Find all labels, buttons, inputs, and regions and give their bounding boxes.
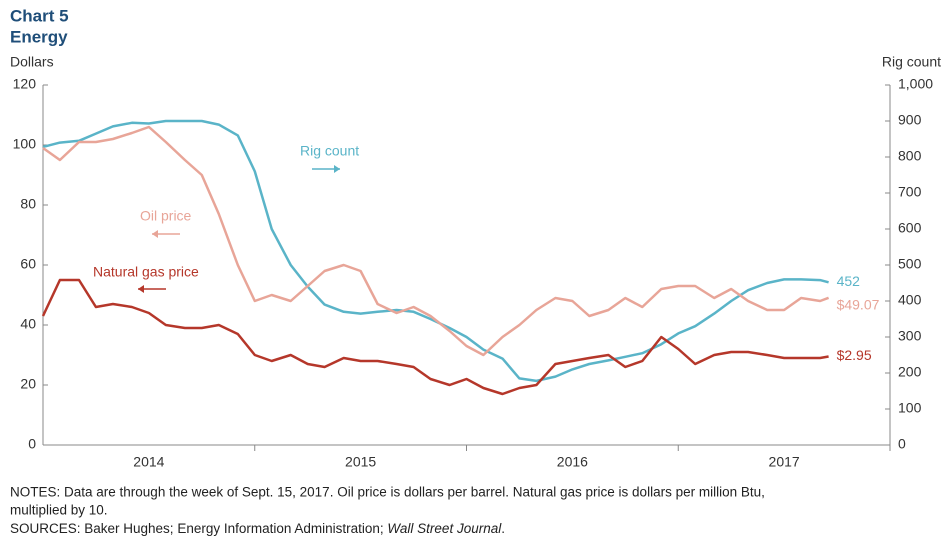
legend-label: Natural gas price [93,264,199,280]
sources-part: SOURCES: Baker Hughes; Energy Informatio… [10,521,387,536]
legend-arrowhead [334,165,340,173]
y2-tick-label: 600 [898,220,922,236]
end-label: 452 [837,273,861,289]
y2-tick-label: 300 [898,328,922,344]
note: NOTES: Data are through the week of Sept… [10,485,765,500]
sources: SOURCES: Baker Hughes; Energy Informatio… [10,521,505,536]
y2-tick-label: 400 [898,292,922,308]
legend-arrowhead [138,285,144,293]
y2-tick-label: 1,000 [898,76,933,92]
chart-title: Chart 5 [10,6,69,25]
x-tick-label: 2014 [133,454,164,470]
y-axis-label: Dollars [10,54,54,70]
x-tick-label: 2015 [345,454,376,470]
sources-part: . [501,521,505,536]
x-tick-label: 2016 [557,454,588,470]
y2-tick-label: 900 [898,112,922,128]
end-label: $49.07 [837,296,880,312]
y-tick-label: 60 [20,256,36,272]
y2-tick-label: 100 [898,400,922,416]
series-line [42,119,829,383]
y-tick-label: 40 [20,316,36,332]
y2-tick-label: 800 [898,148,922,164]
y-tick-label: 100 [13,136,37,152]
legend-arrowhead [152,230,158,238]
y-tick-label: 20 [20,376,36,392]
y2-tick-label: 700 [898,184,922,200]
y2-tick-label: 200 [898,364,922,380]
note: multiplied by 10. [10,503,108,518]
legend-label: Rig count [300,143,359,159]
y-tick-label: 120 [13,76,37,92]
legend-label: Oil price [140,208,192,224]
x-tick-label: 2017 [769,454,800,470]
y-tick-label: 80 [20,196,36,212]
sources-part: Wall Street Journal [387,521,502,536]
series-line [41,278,829,396]
y-tick-label: 0 [28,436,36,452]
y2-tick-label: 0 [898,436,906,452]
series-line [42,125,830,357]
y2-axis-label: Rig count [882,54,941,70]
end-label: $2.95 [837,347,872,363]
y2-tick-label: 500 [898,256,922,272]
chart-subtitle: Energy [10,27,68,46]
